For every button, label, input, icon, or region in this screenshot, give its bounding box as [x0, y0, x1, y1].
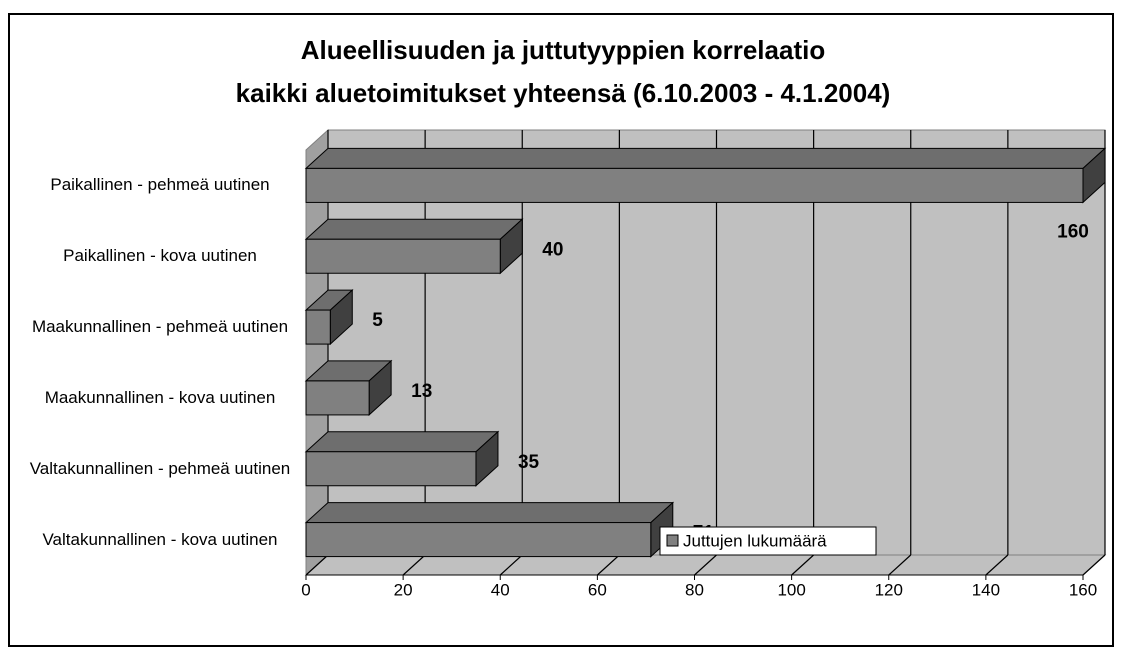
y-tick-label: Valtakunnallinen - kova uutinen	[42, 529, 278, 549]
bar	[305, 522, 652, 558]
data-label: 160	[1057, 221, 1089, 242]
bar	[305, 451, 477, 487]
x-tick-label: 120	[875, 580, 903, 599]
y-tick-label: Maakunnallinen - kova uutinen	[44, 387, 276, 407]
y-tick-label: Maakunnallinen - pehmeä uutinen	[31, 317, 289, 337]
bar-top	[304, 147, 1107, 169]
data-label: 40	[542, 239, 563, 260]
x-tick-label: 60	[588, 580, 607, 599]
x-tick-label: 80	[685, 580, 704, 599]
floor-grid-line	[694, 554, 717, 576]
bar-top	[304, 502, 675, 524]
bar-top	[304, 431, 500, 453]
legend-swatch	[666, 534, 679, 547]
data-label: 5	[372, 310, 383, 331]
x-tick-label: 160	[1069, 580, 1097, 599]
legend-label: Juttujen lukumäärä	[683, 531, 827, 550]
data-label: 35	[518, 452, 540, 473]
x-tick-label: 40	[491, 580, 510, 599]
bar	[305, 309, 331, 345]
floor-grid-line	[402, 554, 426, 576]
x-tick-label: 100	[777, 580, 805, 599]
x-tick-label: 20	[394, 580, 413, 599]
x-tick-label: 140	[972, 580, 1000, 599]
bar	[305, 167, 1084, 203]
x-tick-label: 0	[301, 580, 310, 599]
legend-box	[659, 526, 877, 556]
bar-top	[304, 218, 524, 240]
bar	[305, 238, 501, 274]
floor-grid-line	[1082, 554, 1106, 576]
floor-grid-line	[499, 554, 523, 576]
chart-title: Alueellisuuden ja juttutyyppien korrelaa…	[301, 35, 825, 65]
floor-grid-line	[888, 554, 912, 576]
floor-grid-line	[305, 554, 329, 576]
chart-subtitle: kaikki aluetoimitukset yhteensä (6.10.20…	[236, 78, 891, 108]
floor-grid-line	[791, 554, 815, 576]
bar	[305, 380, 370, 416]
y-tick-label: Paikallinen - pehmeä uutinen	[50, 175, 270, 195]
data-label: 13	[411, 381, 432, 402]
y-tick-label: Paikallinen - kova uutinen	[63, 246, 257, 266]
y-tick-label: Valtakunnallinen - pehmeä uutinen	[29, 458, 291, 478]
floor-grid-line	[985, 554, 1009, 576]
floor-grid-line	[596, 554, 620, 576]
